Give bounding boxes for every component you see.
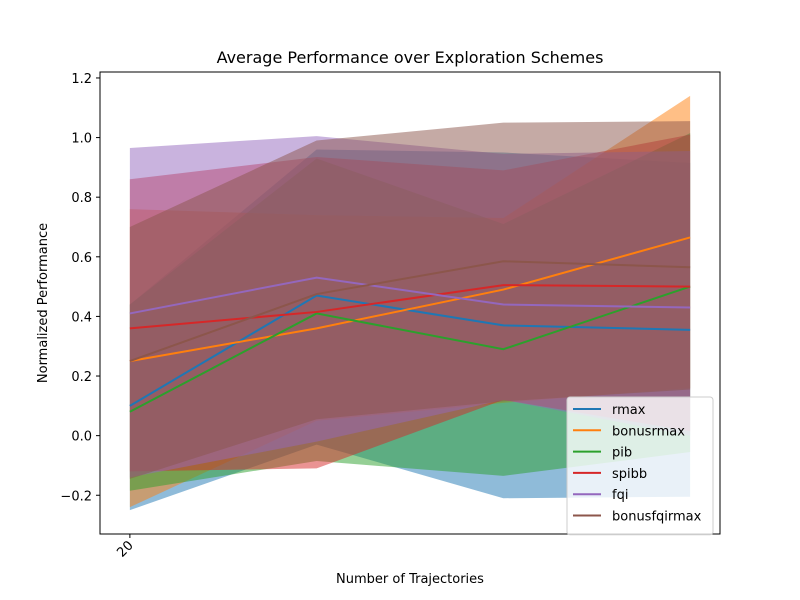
y-tick-label: 0.8: [71, 191, 92, 206]
x-axis-label: Number of Trajectories: [336, 572, 484, 587]
chart-title: Average Performance over Exploration Sch…: [217, 48, 604, 67]
y-tick-label: 0.2: [71, 370, 92, 385]
legend-label-fqi: fqi: [612, 488, 628, 503]
legend-label-pib: pib: [612, 446, 632, 461]
y-tick-label: 0.6: [71, 251, 92, 266]
y-tick-label: 1.0: [71, 132, 92, 147]
line-spibb: [129, 284, 691, 330]
line-bonusfqirmax: [129, 260, 691, 363]
legend-label-bonusfqirmax: bonusfqirmax: [612, 510, 702, 525]
y-tick-label: 0.4: [71, 310, 92, 325]
y-axis: −0.2 0.0 0.2 0.4 0.6 0.8 1.0 1.2: [60, 72, 100, 504]
legend-label-spibb: spibb: [612, 467, 647, 482]
legend-box: [566, 396, 714, 536]
y-tick-label: −0.2: [60, 489, 92, 504]
y-axis-label: Normalized Performance: [36, 223, 51, 383]
line-pib: [129, 285, 691, 413]
series-lines: [129, 236, 691, 413]
band-bonusfqirmax: [129, 121, 691, 479]
plot-frame: [99, 71, 721, 535]
legend-label-bonusrmax: bonusrmax: [612, 424, 685, 439]
line-rmax: [129, 294, 691, 407]
legend: rmax bonusrmax pib spibb fqi bonusfqirmax: [566, 396, 714, 536]
line-fqi: [129, 276, 691, 315]
legend-label-rmax: rmax: [612, 403, 646, 418]
y-tick-label: 1.2: [71, 72, 92, 87]
confidence-bands: [129, 95, 691, 511]
y-tick-label: 0.0: [71, 430, 92, 445]
